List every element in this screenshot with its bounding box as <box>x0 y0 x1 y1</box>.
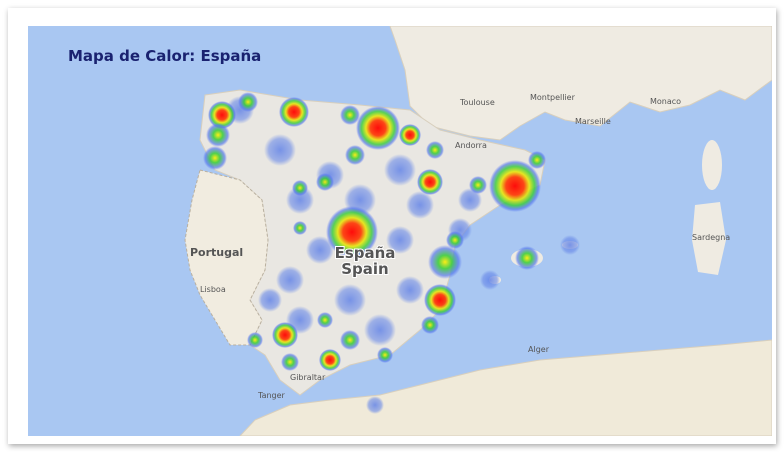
place-label: Tanger <box>257 391 286 400</box>
heat-spot <box>238 92 258 112</box>
heat-spot <box>203 146 227 170</box>
heat-spot <box>345 145 365 165</box>
heat-spot <box>340 330 360 350</box>
heat-spot <box>319 349 341 371</box>
heat-spot <box>426 141 444 159</box>
country-label: Portugal <box>190 246 243 259</box>
place-label: Marseille <box>575 117 611 126</box>
heat-spot <box>316 173 334 191</box>
place-label: Montpellier <box>530 93 576 102</box>
heat-spot <box>399 124 421 146</box>
corsica <box>702 140 722 190</box>
heat-spot <box>560 235 580 255</box>
page: {"title": "Mapa de Calor: España", "labe… <box>0 0 784 452</box>
heat-spot <box>421 316 439 334</box>
place-label: Monaco <box>650 97 681 106</box>
heat-spot <box>247 332 263 348</box>
heat-spot <box>292 180 308 196</box>
heat-spot <box>424 284 456 316</box>
heat-spot <box>377 347 393 363</box>
place-label: Gibraltar <box>290 373 326 382</box>
heat-spot <box>480 270 500 290</box>
place-label: Alger <box>528 345 550 354</box>
heat-spot <box>384 154 416 186</box>
heat-spot <box>334 284 366 316</box>
heat-spot <box>528 151 546 169</box>
map-frame: Portugal España Spain Toulouse Montpelli… <box>0 0 784 452</box>
heat-spot <box>317 312 333 328</box>
place-label: Sardegna <box>692 233 730 242</box>
heat-spot <box>396 276 424 304</box>
place-label: Toulouse <box>459 98 495 107</box>
heat-spot <box>515 246 539 270</box>
heat-spot <box>469 176 487 194</box>
heat-spot <box>276 266 304 294</box>
heat-spot <box>364 314 396 346</box>
heat-spot <box>406 191 434 219</box>
map-area: Portugal España Spain Toulouse Montpelli… <box>28 26 772 436</box>
heat-spot <box>264 134 296 166</box>
heat-spot <box>446 231 464 249</box>
heat-spot <box>258 288 282 312</box>
place-label: Andorra <box>455 141 487 150</box>
heat-spot <box>356 106 400 150</box>
heat-spot <box>366 396 384 414</box>
heat-spot <box>281 353 299 371</box>
heat-spot <box>206 123 230 147</box>
place-label: Lisboa <box>200 285 226 294</box>
country-label: Spain <box>341 260 388 278</box>
heat-spot <box>417 169 443 195</box>
heat-spot <box>293 221 307 235</box>
heat-spot <box>279 97 309 127</box>
map-title: Mapa de Calor: España <box>68 47 261 65</box>
heat-spot <box>272 322 298 348</box>
heat-spot <box>428 245 462 279</box>
